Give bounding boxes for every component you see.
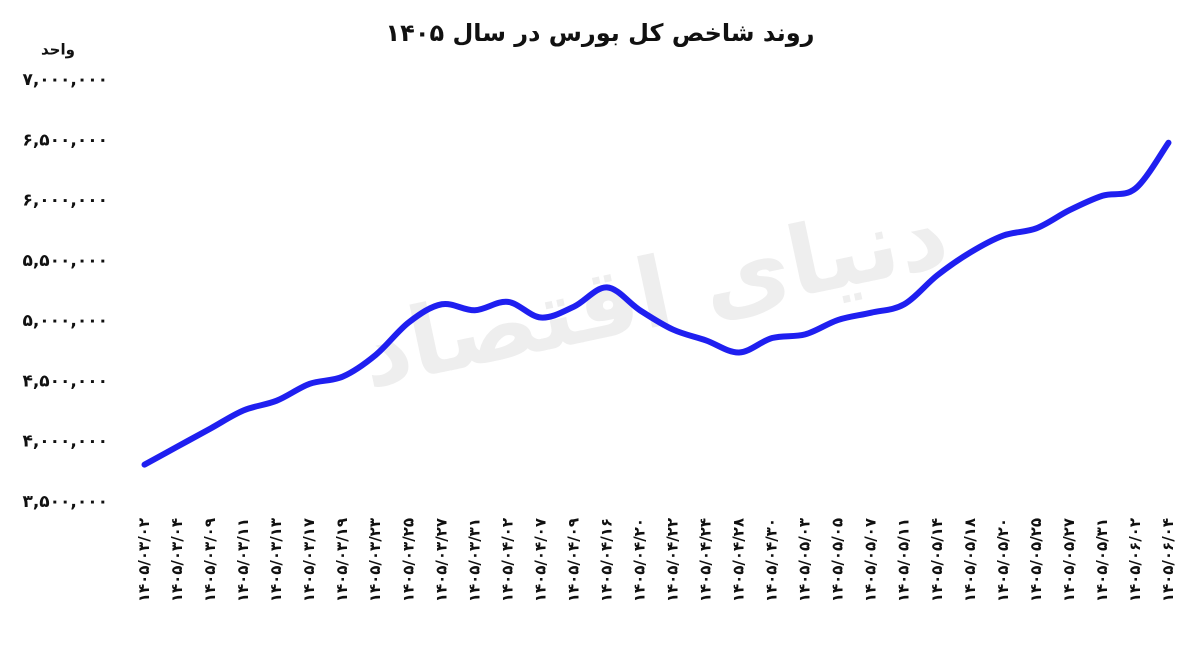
x-tick-label: ۱۴۰۵/۰۳/۲۷	[432, 518, 450, 602]
x-tick-label: ۱۴۰۵/۰۳/۳۱	[465, 518, 483, 602]
y-tick-label: ۵,۵۰۰,۰۰۰	[22, 251, 108, 271]
x-tick-label: ۱۴۰۵/۰۳/۱۱	[234, 518, 252, 602]
x-tick-label: ۱۴۰۵/۰۳/۲۳	[366, 518, 384, 602]
x-tick-label: ۱۴۰۵/۰۳/۰۹	[201, 518, 219, 602]
x-tick-label: ۱۴۰۵/۰۳/۰۴	[168, 518, 186, 602]
x-tick-label: ۱۴۰۵/۰۵/۱۱	[895, 518, 913, 602]
y-tick-label: ۴,۰۰۰,۰۰۰	[22, 432, 108, 452]
series-line	[141, 139, 1172, 468]
y-tick-label: ۴,۵۰۰,۰۰۰	[22, 371, 108, 391]
y-tick-label: ۷,۰۰۰,۰۰۰	[22, 70, 108, 90]
x-tick-label: ۱۴۰۵/۰۴/۰۹	[564, 518, 582, 602]
x-tick-label: ۱۴۰۵/۰۵/۱۴	[928, 518, 946, 602]
x-tick-label: ۱۴۰۵/۰۳/۱۳	[267, 518, 285, 602]
x-tick-label: ۱۴۰۵/۰۵/۲۷	[1060, 518, 1078, 602]
x-tick-label: ۱۴۰۵/۰۴/۲۴	[697, 518, 715, 602]
x-tick-label: ۱۴۰۵/۰۴/۲۰	[630, 518, 648, 602]
x-tick-label: ۱۴۰۵/۰۴/۰۲	[498, 518, 516, 602]
x-tick-label: ۱۴۰۵/۰۵/۰۳	[796, 518, 814, 602]
x-tick-label: ۱۴۰۵/۰۴/۲۸	[730, 518, 748, 602]
x-tick-label: ۱۴۰۵/۰۵/۰۵	[829, 518, 847, 602]
x-tick-label: ۱۴۰۵/۰۵/۲۰	[994, 518, 1012, 602]
x-tick-label: ۱۴۰۵/۰۵/۳۱	[1093, 518, 1111, 602]
y-tick-label: ۶,۵۰۰,۰۰۰	[22, 130, 108, 150]
x-tick-label: ۱۴۰۵/۰۶/۰۴	[1159, 518, 1177, 602]
x-tick-label: ۱۴۰۵/۰۵/۲۵	[1027, 518, 1045, 602]
x-tick-label: ۱۴۰۵/۰۳/۱۷	[300, 518, 318, 602]
x-tick-label: ۱۴۰۵/۰۳/۱۹	[333, 518, 351, 602]
x-tick-label: ۱۴۰۵/۰۶/۰۲	[1126, 518, 1144, 602]
x-tick-label: ۱۴۰۵/۰۴/۲۲	[664, 518, 682, 602]
y-tick-label: ۶,۰۰۰,۰۰۰	[22, 191, 108, 211]
x-tick-label: ۱۴۰۵/۰۴/۰۷	[531, 518, 549, 602]
y-tick-label: ۵,۰۰۰,۰۰۰	[22, 311, 108, 331]
chart-title: روند شاخص کل بورس در سال ۱۴۰۵	[386, 19, 815, 47]
x-tick-label: ۱۴۰۵/۰۵/۱۸	[961, 518, 979, 602]
x-tick-label: ۱۴۰۵/۰۵/۰۷	[862, 518, 880, 602]
y-tick-label: ۳,۵۰۰,۰۰۰	[22, 492, 108, 512]
y-axis-label: واحد	[41, 41, 75, 59]
x-tick-label: ۱۴۰۵/۰۳/۰۲	[135, 518, 153, 602]
x-tick-label: ۱۴۰۵/۰۳/۲۵	[399, 518, 417, 602]
x-tick-label: ۱۴۰۵/۰۴/۱۶	[597, 518, 615, 602]
x-tick-label: ۱۴۰۵/۰۴/۳۰	[763, 518, 781, 602]
